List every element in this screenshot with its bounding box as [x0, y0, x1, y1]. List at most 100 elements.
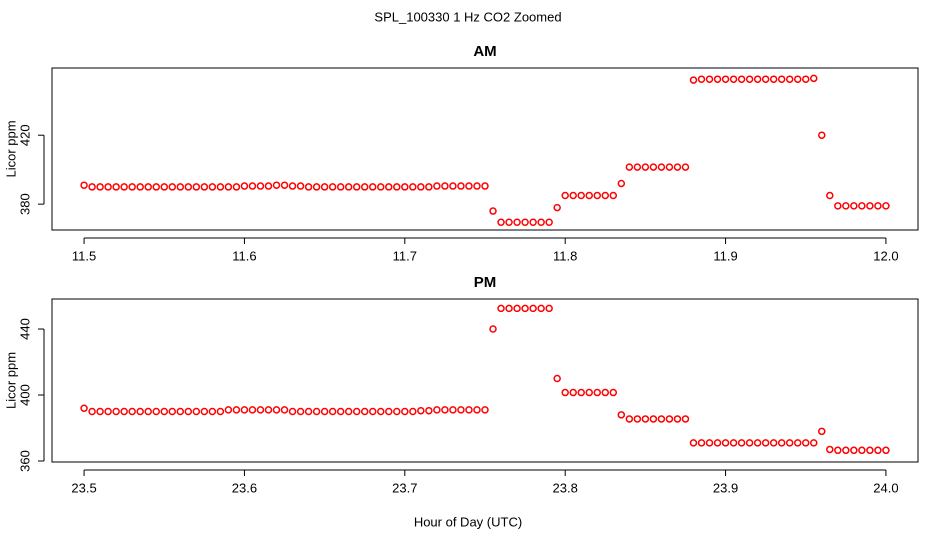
data-point: [80, 181, 88, 189]
data-point: [545, 218, 553, 226]
data-point: [280, 406, 289, 414]
data-point: [617, 179, 626, 188]
data-point: [801, 439, 810, 447]
data-point: [449, 406, 457, 414]
data-point: [801, 75, 810, 83]
data-point: [850, 446, 858, 455]
data-point: [200, 183, 209, 191]
data-point: [513, 218, 521, 226]
data-point: [858, 202, 866, 210]
panel: AM Licor ppm 11.5 11.6 11.7 11.8 11.9 12.0 380 42…: [3, 43, 919, 263]
data-point: [497, 218, 505, 226]
data-point: [649, 163, 658, 171]
data-point: [417, 406, 425, 415]
data-point: [425, 183, 433, 191]
data-point: [521, 304, 529, 313]
data-point: [569, 191, 577, 200]
data-point: [288, 182, 297, 190]
data-point: [393, 183, 401, 191]
plot-frame: [51, 67, 919, 231]
data-point: [785, 75, 794, 83]
data-point: [360, 183, 369, 191]
data-point: [248, 406, 257, 414]
data-point: [232, 183, 241, 191]
data-point: [729, 439, 738, 447]
data-point: [224, 406, 233, 414]
data-point: [312, 407, 321, 416]
data-point: [874, 202, 882, 210]
data-point: [633, 415, 642, 423]
data-point: [761, 439, 770, 447]
data-point: [457, 182, 465, 190]
data-point: [104, 183, 112, 191]
data-point: [136, 407, 144, 416]
data-point: [184, 407, 193, 416]
data-point: [168, 407, 177, 416]
data-point: [96, 183, 104, 191]
data-point: [834, 446, 842, 455]
data-point: [609, 191, 618, 200]
data-point: [288, 407, 297, 416]
data-point: [633, 163, 642, 171]
data-point: [585, 191, 593, 200]
panel: PM Licor ppm 23.5 23.6 23.7 23.8 23.9 24.0 360 40…: [3, 274, 919, 495]
data-point: [818, 131, 826, 139]
data-point: [128, 407, 136, 416]
data-point: [368, 407, 377, 416]
data-point: [320, 407, 329, 416]
y-tick-label: 420: [17, 124, 32, 146]
data-point: [673, 415, 682, 423]
data-point: [625, 415, 634, 423]
data-point: [529, 304, 537, 313]
plot-frame: [51, 298, 919, 463]
data-point: [441, 406, 449, 414]
data-point: [168, 183, 177, 191]
data-point: [785, 439, 794, 447]
data-point: [104, 407, 112, 416]
data-point: [336, 407, 345, 416]
data-point: [673, 163, 682, 171]
y-tick-label: 380: [17, 193, 32, 215]
data-point: [296, 182, 305, 190]
data-point: [328, 183, 337, 191]
data-point: [489, 325, 497, 333]
data-point: [545, 304, 553, 313]
data-point: [409, 183, 417, 191]
data-point: [112, 407, 120, 416]
data-point: [793, 439, 802, 447]
data-point: [713, 75, 722, 83]
data-point: [360, 407, 369, 416]
data-point: [657, 163, 666, 171]
data-point: [737, 75, 746, 83]
data-point: [417, 183, 425, 191]
data-point: [697, 75, 706, 83]
panel-title: AM: [473, 43, 496, 60]
data-point: [593, 191, 602, 200]
data-point: [377, 407, 385, 416]
x-tick-label: 24.0: [873, 480, 898, 495]
data-point: [826, 445, 834, 454]
data-point: [256, 182, 265, 190]
data-point: [577, 388, 585, 397]
data-point: [465, 182, 473, 190]
data-point: [689, 76, 698, 84]
data-point: [352, 183, 361, 191]
data-point: [513, 304, 521, 313]
data-point: [842, 446, 850, 455]
data-point: [272, 181, 281, 189]
data-point: [529, 218, 537, 226]
data-point: [473, 182, 481, 190]
data-point: [617, 411, 626, 419]
data-point: [625, 163, 634, 171]
data-point: [401, 407, 409, 416]
data-point: [160, 407, 169, 416]
y-tick-label: 360: [17, 450, 32, 472]
data-point: [120, 183, 128, 191]
data-point: [882, 446, 890, 455]
x-tick-label: 11.9: [713, 248, 737, 263]
data-point: [152, 183, 160, 191]
data-point: [304, 183, 313, 191]
data-point: [561, 191, 569, 200]
data-point: [465, 406, 473, 414]
